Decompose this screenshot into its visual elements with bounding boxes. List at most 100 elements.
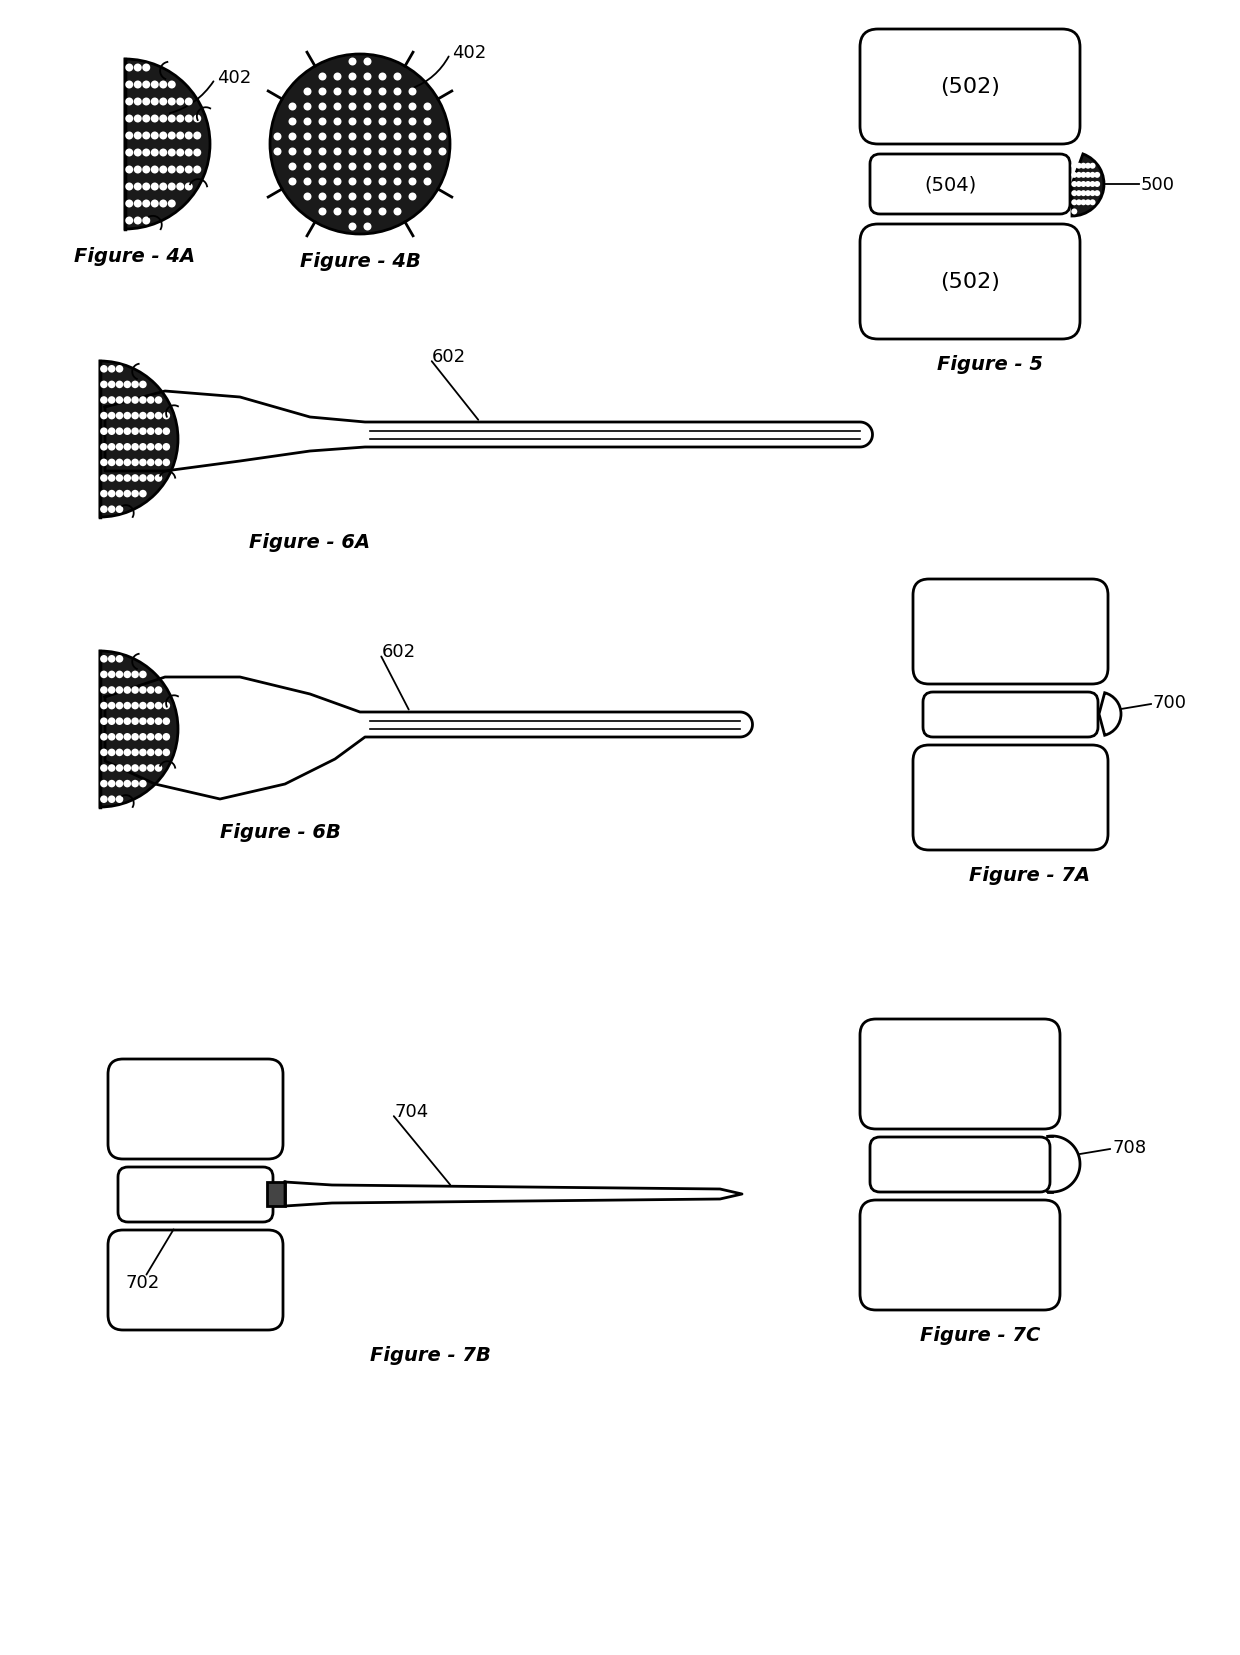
Circle shape bbox=[193, 149, 201, 157]
Circle shape bbox=[131, 475, 139, 483]
Circle shape bbox=[139, 672, 146, 679]
Circle shape bbox=[1080, 164, 1086, 169]
Circle shape bbox=[1094, 182, 1100, 189]
Circle shape bbox=[193, 116, 201, 124]
Circle shape bbox=[115, 750, 123, 756]
Circle shape bbox=[167, 132, 176, 141]
Circle shape bbox=[319, 194, 326, 202]
Circle shape bbox=[115, 366, 123, 374]
Circle shape bbox=[125, 167, 133, 174]
Text: Figure - 4A: Figure - 4A bbox=[74, 247, 196, 266]
Wedge shape bbox=[125, 60, 210, 230]
Circle shape bbox=[176, 149, 185, 157]
Circle shape bbox=[100, 475, 108, 483]
Text: (504): (504) bbox=[924, 175, 976, 194]
Circle shape bbox=[378, 88, 387, 96]
Circle shape bbox=[125, 98, 133, 106]
Text: 708: 708 bbox=[1112, 1139, 1146, 1157]
Polygon shape bbox=[105, 677, 753, 799]
Circle shape bbox=[439, 134, 446, 141]
Circle shape bbox=[143, 132, 150, 141]
Circle shape bbox=[1071, 182, 1078, 189]
Circle shape bbox=[124, 490, 131, 498]
Circle shape bbox=[185, 184, 192, 192]
Circle shape bbox=[100, 687, 108, 695]
Circle shape bbox=[1085, 164, 1091, 169]
Circle shape bbox=[125, 184, 133, 192]
Circle shape bbox=[424, 134, 432, 141]
FancyBboxPatch shape bbox=[108, 1059, 283, 1158]
Circle shape bbox=[334, 119, 341, 126]
Circle shape bbox=[1076, 164, 1081, 169]
Circle shape bbox=[393, 164, 402, 172]
FancyBboxPatch shape bbox=[913, 745, 1109, 851]
Circle shape bbox=[162, 718, 170, 725]
Circle shape bbox=[134, 200, 141, 209]
Circle shape bbox=[100, 429, 108, 435]
Circle shape bbox=[289, 164, 296, 172]
Circle shape bbox=[334, 73, 341, 81]
Circle shape bbox=[134, 98, 141, 106]
Circle shape bbox=[319, 164, 326, 172]
Circle shape bbox=[151, 81, 159, 89]
Circle shape bbox=[393, 134, 402, 141]
Circle shape bbox=[162, 750, 170, 756]
Circle shape bbox=[348, 58, 357, 66]
Circle shape bbox=[363, 179, 372, 187]
Circle shape bbox=[143, 81, 150, 89]
Circle shape bbox=[146, 412, 155, 420]
Circle shape bbox=[439, 149, 446, 157]
Circle shape bbox=[1080, 200, 1086, 207]
Circle shape bbox=[131, 750, 139, 756]
Circle shape bbox=[124, 702, 131, 710]
Circle shape bbox=[378, 119, 387, 126]
Circle shape bbox=[159, 184, 167, 192]
Circle shape bbox=[131, 381, 139, 389]
Circle shape bbox=[143, 167, 150, 174]
Circle shape bbox=[378, 73, 387, 81]
Circle shape bbox=[115, 655, 123, 664]
Circle shape bbox=[1085, 172, 1091, 179]
Circle shape bbox=[319, 88, 326, 96]
Circle shape bbox=[408, 179, 417, 187]
Circle shape bbox=[146, 444, 155, 452]
Circle shape bbox=[115, 780, 123, 788]
Circle shape bbox=[146, 687, 155, 695]
Circle shape bbox=[108, 490, 115, 498]
Circle shape bbox=[155, 687, 162, 695]
Circle shape bbox=[334, 194, 341, 202]
Circle shape bbox=[334, 88, 341, 96]
Circle shape bbox=[393, 103, 402, 111]
Circle shape bbox=[304, 164, 311, 172]
Circle shape bbox=[115, 733, 123, 741]
Circle shape bbox=[274, 149, 281, 157]
Circle shape bbox=[124, 672, 131, 679]
Circle shape bbox=[125, 81, 133, 89]
Circle shape bbox=[159, 167, 167, 174]
Circle shape bbox=[108, 397, 115, 404]
Circle shape bbox=[100, 381, 108, 389]
Circle shape bbox=[319, 179, 326, 187]
Circle shape bbox=[167, 98, 176, 106]
Circle shape bbox=[115, 412, 123, 420]
Circle shape bbox=[131, 444, 139, 452]
Circle shape bbox=[124, 444, 131, 452]
Circle shape bbox=[319, 209, 326, 217]
Circle shape bbox=[1085, 182, 1091, 189]
Circle shape bbox=[408, 88, 417, 96]
Circle shape bbox=[378, 194, 387, 202]
Circle shape bbox=[408, 119, 417, 126]
FancyBboxPatch shape bbox=[861, 30, 1080, 146]
Circle shape bbox=[1071, 154, 1078, 161]
Circle shape bbox=[131, 765, 139, 773]
Circle shape bbox=[139, 381, 146, 389]
Circle shape bbox=[185, 116, 192, 124]
Circle shape bbox=[363, 119, 372, 126]
Circle shape bbox=[289, 103, 296, 111]
Circle shape bbox=[162, 460, 170, 467]
Circle shape bbox=[131, 718, 139, 725]
Circle shape bbox=[363, 164, 372, 172]
Circle shape bbox=[167, 184, 176, 192]
Circle shape bbox=[1080, 190, 1086, 197]
Circle shape bbox=[304, 134, 311, 141]
